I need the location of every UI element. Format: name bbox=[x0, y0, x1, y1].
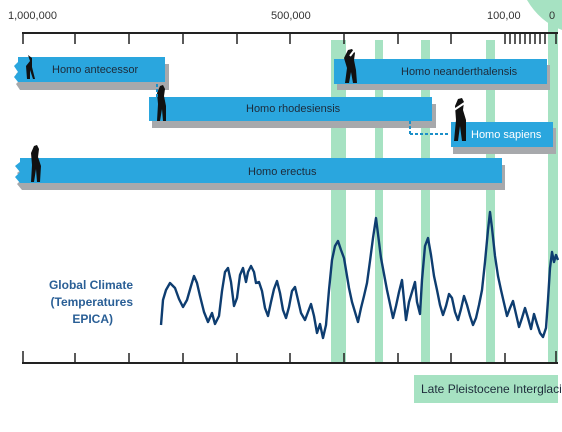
bar-homo-erectus: Homo erectus bbox=[15, 145, 505, 190]
hominin-silhouette-icon bbox=[31, 145, 41, 182]
bar-label-homo-antecessor: Homo antecessor bbox=[52, 64, 139, 76]
bar-homo-rhodesiensis: Homo rhodesiensis bbox=[149, 84, 436, 128]
interglacial-band-3 bbox=[421, 40, 430, 362]
climate-label-line-1: Global Climate bbox=[49, 278, 133, 292]
hominin-silhouette-icon bbox=[157, 85, 166, 121]
hominin-silhouette-icon bbox=[344, 49, 357, 83]
species-bars: Homo antecessor Homo neanderthalensis Ho… bbox=[14, 39, 556, 190]
bar-body bbox=[15, 158, 502, 183]
interglacial-band-5 bbox=[548, 10, 558, 362]
bar-homo-antecessor: Homo antecessor bbox=[14, 55, 169, 90]
climate-curve bbox=[159, 210, 560, 340]
climate-label-line-2: (Temperatures bbox=[51, 295, 134, 309]
bar-body bbox=[149, 97, 432, 121]
bar-label-homo-neanderthalensis: Homo neanderthalensis bbox=[401, 66, 518, 78]
legend-late-pleistocene: Late Pleistocene Interglacials bbox=[414, 375, 562, 403]
top-axis: 1,000,000 500,000 100,00 0 bbox=[8, 10, 558, 44]
tick-label-0: 0 bbox=[549, 10, 555, 22]
bar-body bbox=[14, 57, 165, 82]
bar-body bbox=[334, 59, 547, 84]
tick-label-500000: 500,000 bbox=[271, 10, 311, 22]
bar-homo-sapiens: Homo sapiens bbox=[451, 97, 556, 154]
spear-icon bbox=[453, 97, 473, 111]
bar-homo-neanderthalensis: Homo neanderthalensis bbox=[334, 39, 550, 90]
legend-label: Late Pleistocene Interglacials bbox=[421, 382, 562, 396]
hominin-silhouette-icon bbox=[26, 55, 35, 79]
bottom-axis bbox=[22, 351, 558, 364]
bar-body bbox=[451, 122, 553, 147]
tick-label-100000: 100,00 bbox=[487, 10, 521, 22]
climate-label: Global Climate (Temperatures EPICA) bbox=[49, 278, 133, 326]
bar-label-homo-sapiens: Homo sapiens bbox=[471, 129, 542, 141]
spear-icon bbox=[349, 39, 363, 57]
tick-label-1000000: 1,000,000 bbox=[8, 10, 57, 22]
bar-label-homo-rhodesiensis: Homo rhodesiensis bbox=[246, 103, 341, 115]
interglacial-band-4 bbox=[486, 40, 495, 362]
legend-swatch bbox=[414, 375, 558, 403]
climate-label-line-3: EPICA) bbox=[72, 312, 113, 326]
interglacial-band-2 bbox=[375, 40, 383, 362]
bar-label-homo-erectus: Homo erectus bbox=[248, 166, 317, 178]
lineage-connector-sapiens bbox=[409, 121, 450, 135]
